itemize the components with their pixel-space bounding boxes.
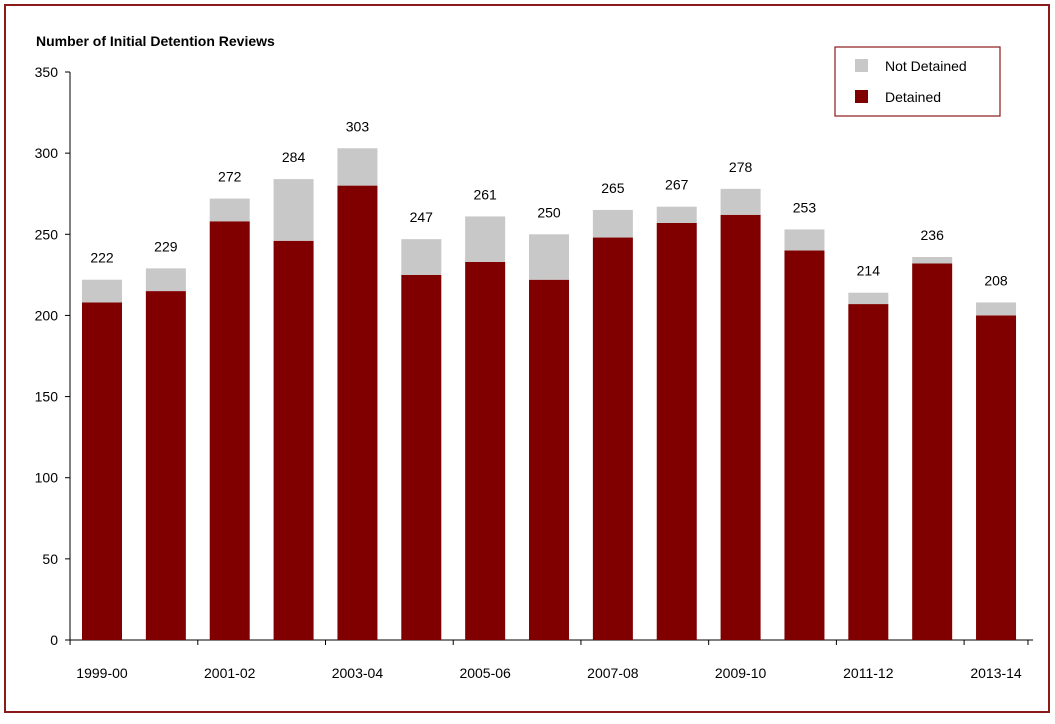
legend-swatch-detained [855, 90, 868, 103]
bar-detained [592, 237, 633, 640]
x-tick-label: 2013-14 [970, 665, 1022, 681]
chart-frame [4, 4, 1050, 713]
x-tick-label: 1999-00 [76, 665, 128, 681]
total-data-label: 222 [90, 250, 114, 266]
total-data-label: 303 [346, 118, 370, 134]
bar-detained [273, 240, 314, 640]
total-data-label: 214 [857, 263, 881, 279]
bar-not-detained [337, 148, 378, 186]
bar-detained [401, 274, 442, 640]
y-tick-label: 50 [42, 551, 58, 567]
bar-detained [720, 214, 761, 640]
bar-not-detained [784, 229, 825, 251]
total-data-label: 247 [410, 209, 434, 225]
y-tick-label: 200 [35, 307, 59, 323]
total-data-label: 208 [984, 272, 1008, 288]
bar-not-detained [656, 206, 697, 223]
total-data-label: 272 [218, 169, 242, 185]
bar-not-detained [401, 239, 442, 275]
legend-box [834, 46, 1001, 117]
bar-not-detained [82, 279, 122, 303]
total-data-label: 229 [154, 238, 178, 254]
bar-detained [976, 315, 1017, 640]
x-tick-label: 2005-06 [459, 665, 511, 681]
x-tick-label: 2001-02 [204, 665, 256, 681]
bar-detained [145, 291, 186, 640]
bar-detained [529, 279, 570, 640]
bar-not-detained [976, 302, 1017, 316]
total-data-label: 261 [473, 186, 497, 202]
total-data-label: 267 [665, 177, 689, 193]
bar-not-detained [720, 188, 761, 215]
y-tick-label: 250 [35, 226, 59, 242]
total-data-label: 250 [537, 204, 561, 220]
bar-not-detained [912, 257, 953, 264]
bar-detained [848, 304, 889, 640]
bar-not-detained [848, 292, 889, 305]
bar-not-detained [465, 216, 506, 262]
legend-label-detained: Detained [885, 89, 941, 105]
bar-detained [912, 263, 953, 640]
bar-detained [337, 185, 378, 640]
y-tick-label: 0 [50, 632, 58, 648]
total-data-label: 278 [729, 159, 753, 175]
x-tick-label: 2011-12 [843, 665, 894, 681]
y-tick-label: 300 [35, 145, 59, 161]
total-data-label: 253 [793, 199, 817, 215]
total-data-label: 265 [601, 180, 625, 196]
legend-label-not-detained: Not Detained [885, 58, 967, 74]
bar-not-detained [273, 179, 314, 241]
legend-swatch-not-detained [855, 59, 868, 72]
y-tick-label: 100 [35, 470, 59, 486]
bar-not-detained [209, 198, 250, 222]
bar-detained [784, 250, 825, 640]
x-tick-label: 2003-04 [332, 665, 384, 681]
bar-detained [465, 261, 506, 640]
bar-not-detained [592, 209, 633, 238]
bar-detained [656, 222, 697, 640]
total-data-label: 284 [282, 149, 306, 165]
bar-not-detained [529, 234, 570, 280]
total-data-label: 236 [921, 227, 945, 243]
chart-title: Number of Initial Detention Reviews [36, 33, 275, 49]
legend: Not Detained Detained [834, 46, 1001, 117]
bar-detained [209, 221, 250, 640]
x-tick-label: 2007-08 [587, 665, 639, 681]
y-tick-label: 150 [35, 389, 59, 405]
y-tick-label: 350 [35, 64, 59, 80]
x-tick-label: 2009-10 [715, 665, 767, 681]
bar-detained [82, 302, 122, 640]
bar-not-detained [145, 268, 186, 292]
